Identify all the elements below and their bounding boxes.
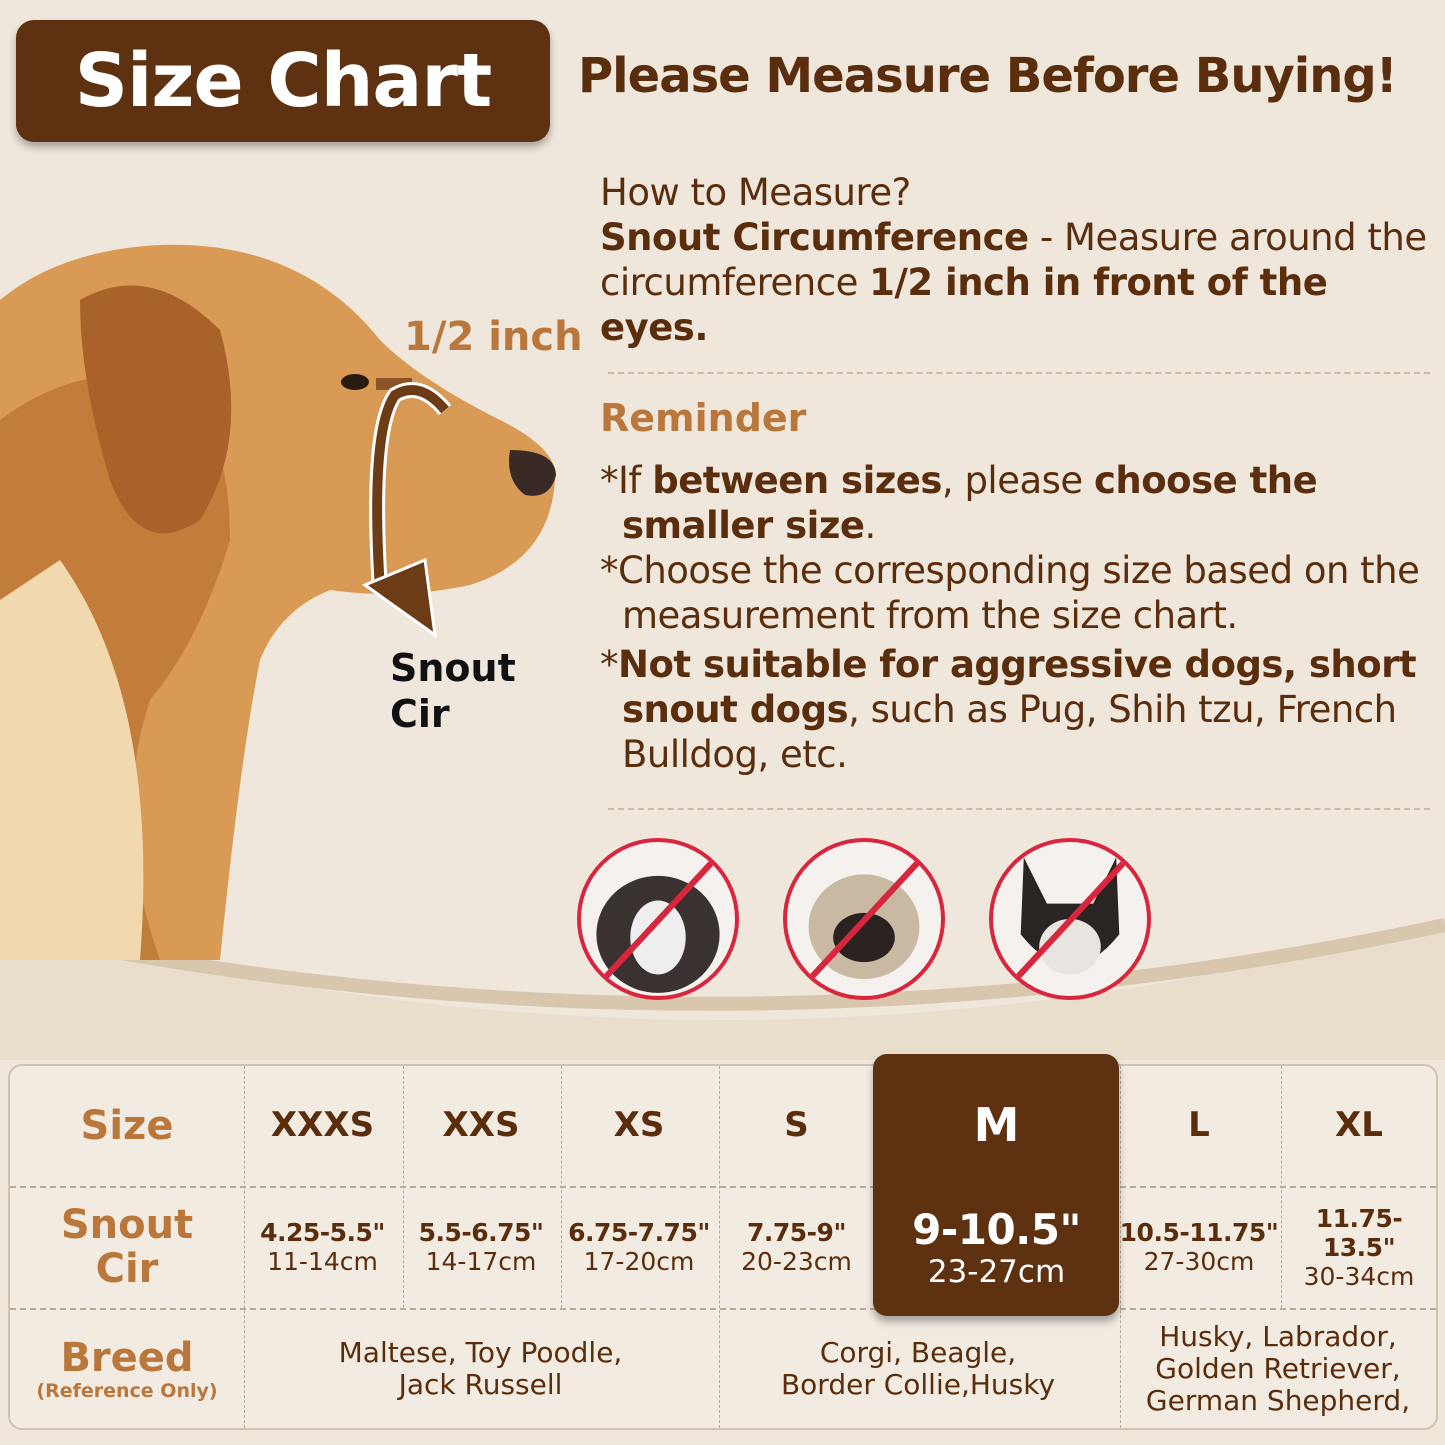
cm-range: 14-17cm [425, 1247, 537, 1276]
inch-range: 6.75-7.75" [568, 1218, 710, 1247]
snout-row-header: Snout Cir [60, 1202, 194, 1292]
inch-range: 7.75-9" [747, 1218, 846, 1247]
how-to-emphasis: 1/2 inch in front of the eyes. [600, 261, 1328, 349]
row-divider [10, 1186, 1436, 1188]
measurement-l: 10.5-11.75" 27-30cm [1118, 1186, 1280, 1308]
measurement-xxs: 5.5-6.75" 14-17cm [402, 1186, 560, 1308]
breed-group: Corgi, Beagle, Border Collie,Husky [780, 1336, 1056, 1401]
cm-range: 20-23cm [741, 1247, 852, 1276]
size-s: S [784, 1105, 809, 1145]
reminder-list: *If between sizes, please choose the sma… [600, 458, 1440, 777]
pug-prohibited-icon [783, 838, 945, 1000]
reminder-item: *Not suitable for aggressive dogs, short… [600, 643, 1417, 776]
measurement-xs: 6.75-7.75" 17-20cm [560, 1186, 718, 1308]
reminder-item: *Choose the corresponding size based on … [600, 549, 1420, 637]
french-bulldog-prohibited-icon [989, 838, 1151, 1000]
shih-tzu-prohibited-icon [577, 838, 739, 1000]
snout-term: Snout Circumference [600, 216, 1029, 259]
measurement-s: 7.75-9" 20-23cm [718, 1186, 875, 1308]
reminder-item: *If between sizes, please choose the sma… [600, 459, 1318, 547]
cm-range: 17-20cm [583, 1247, 695, 1276]
half-inch-label: 1/2 inch [404, 314, 583, 360]
snout-label-line2: Cir [390, 692, 450, 736]
breed-row-header: Breed (Reference Only) [36, 1335, 218, 1402]
size-row-header: Size [80, 1103, 174, 1149]
how-to-text: - Measure around the circumference [600, 216, 1427, 304]
inch-range: 10.5-11.75" [1119, 1218, 1279, 1247]
breed-group: Husky, Labrador, Golden Retriever, German … [1145, 1320, 1411, 1417]
how-to-measure: How to Measure? Snout Circumference - Me… [600, 170, 1430, 350]
size-chart-title: Size Chart [16, 20, 550, 142]
reminder-title: Reminder [600, 396, 807, 440]
cm-range: 30-34cm [1303, 1261, 1415, 1291]
breed-group: Maltese, Toy Poodle, Jack Russell [338, 1336, 623, 1401]
cm-range: 23-27cm [927, 1253, 1066, 1290]
size-table: Size Snout Cir Breed (Reference Only) [8, 1064, 1438, 1430]
how-to-question: How to Measure? [600, 171, 911, 214]
cm-range: 11-14cm [267, 1247, 378, 1276]
row-divider [10, 1308, 1436, 1310]
col-divider [244, 1066, 245, 1428]
inch-range: 11.75-13.5" [1315, 1203, 1403, 1262]
size-xxs: XXS [442, 1105, 520, 1145]
size-xxxs: XXXS [270, 1105, 375, 1145]
col-divider [1281, 1066, 1282, 1308]
size-m: M [973, 1098, 1020, 1152]
col-divider [1120, 1066, 1121, 1428]
divider [608, 808, 1430, 810]
headline: Please Measure Before Buying! [578, 48, 1398, 104]
inch-range: 5.5-6.75" [418, 1218, 544, 1247]
size-xs: XS [613, 1105, 665, 1145]
measurement-xl: 11.75-13.5" 30-34cm [1280, 1186, 1438, 1308]
inch-range: 9-10.5" [912, 1204, 1081, 1254]
col-divider [719, 1066, 720, 1428]
col-divider [403, 1066, 404, 1308]
measurement-xxxs: 4.25-5.5" 11-14cm [243, 1186, 402, 1308]
snout-circumference-label: Snout Cir [390, 645, 516, 737]
highlighted-size-m [873, 1054, 1119, 1316]
dog-photo [0, 244, 1445, 1060]
size-l: L [1188, 1105, 1210, 1145]
size-xl: XL [1335, 1105, 1383, 1145]
snout-label-line1: Snout [390, 646, 516, 690]
cm-range: 27-30cm [1143, 1247, 1255, 1276]
divider [608, 372, 1430, 374]
col-divider [561, 1066, 562, 1308]
inch-range: 4.25-5.5" [260, 1218, 385, 1247]
measurement-m: 9-10.5" 23-27cm [875, 1186, 1118, 1308]
